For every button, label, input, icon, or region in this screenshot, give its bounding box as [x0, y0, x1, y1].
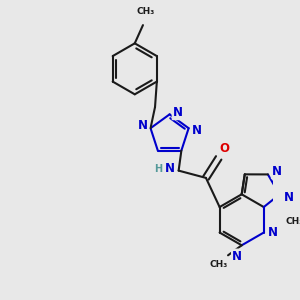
Text: CH₃: CH₃ — [136, 7, 155, 16]
Text: N: N — [284, 190, 294, 204]
Text: N: N — [164, 162, 175, 175]
Text: CH₃: CH₃ — [210, 260, 228, 269]
Text: N: N — [272, 165, 282, 178]
Text: CH₃: CH₃ — [286, 217, 300, 226]
Text: N: N — [268, 226, 278, 239]
Text: N: N — [232, 250, 242, 263]
Text: O: O — [219, 142, 229, 155]
Text: H: H — [154, 164, 163, 174]
Text: N: N — [138, 119, 148, 132]
Text: N: N — [192, 124, 202, 136]
Text: N: N — [173, 106, 183, 119]
